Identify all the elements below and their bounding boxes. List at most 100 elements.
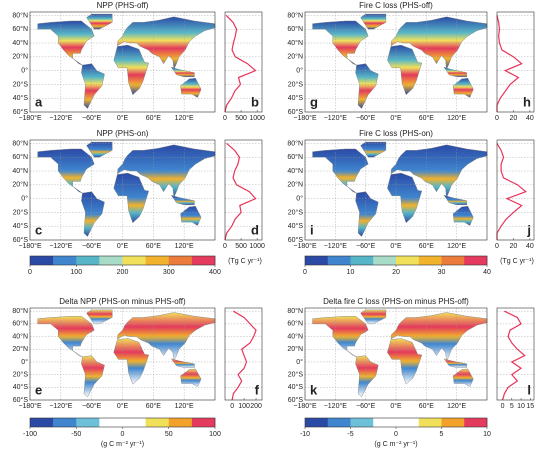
profile-tick-label: 1000 (249, 243, 265, 250)
colorbar-segment (168, 418, 193, 427)
x-tick-label: −120°E (324, 242, 348, 250)
profile-tick-label: 200 (250, 403, 262, 410)
continent (443, 358, 467, 368)
colorbar-segment (76, 256, 100, 265)
colorbar-segment (373, 418, 397, 427)
colorbar-tick-label: 10 (347, 269, 355, 276)
continent (312, 20, 369, 66)
profile-tick-label: 20 (510, 115, 518, 122)
y-tick-label: 80°N (12, 307, 28, 315)
y-tick-label: 60°N (287, 320, 303, 328)
map-frame (29, 11, 216, 113)
y-tick-label: 20°N (287, 53, 303, 61)
y-tick-label: 20°S (288, 370, 304, 378)
y-tick-label: 0° (21, 358, 28, 366)
map-frame (29, 307, 216, 401)
x-tick-label: 120°E (447, 114, 466, 122)
profile-tick-label: 500 (235, 243, 247, 250)
profile-line (501, 310, 526, 401)
x-tick-label: 0°E (117, 114, 129, 122)
colorbar-segment (327, 256, 351, 265)
colorbar-tick-label: 400 (209, 269, 221, 276)
colorbar-segment (99, 256, 123, 265)
x-tick-label: −60°E (356, 114, 376, 122)
continent (37, 148, 95, 194)
colorbar-segment (76, 418, 100, 427)
profile-tick-label: 10 (517, 403, 525, 410)
profile-tick-label: 500 (235, 115, 247, 122)
profile-tick-label: 5 (510, 403, 514, 410)
x-tick-label: −120°E (49, 114, 73, 122)
x-tick-label: −180°E (293, 114, 317, 122)
y-tick-label: 20°S (13, 370, 29, 378)
y-tick-label: 20°S (13, 208, 29, 216)
y-tick-label: 40°N (287, 167, 303, 175)
colorbar-segment (99, 418, 123, 427)
panel-letter: d (251, 222, 259, 237)
colorbar-tick-label: 100 (70, 269, 82, 276)
map-frame (304, 11, 488, 113)
x-tick-label: 120°E (175, 114, 194, 122)
continent (390, 144, 488, 198)
colorbar-segment (373, 256, 397, 265)
map-frame (304, 139, 488, 241)
colorbar-units: (Tg C yr⁻¹) (228, 258, 262, 265)
continent (81, 355, 105, 398)
panel-letter: f (255, 382, 260, 397)
panel-letter: k (310, 382, 318, 397)
y-tick-label: 60°S (288, 236, 304, 244)
profile-tick-label: 0 (223, 115, 227, 122)
y-tick-label: 40°S (13, 94, 29, 102)
profile-frame (496, 139, 535, 241)
profile-line (224, 142, 257, 241)
profile-tick-label: 20 (510, 243, 518, 250)
y-tick-label: 40°N (12, 167, 28, 175)
continent (312, 316, 369, 358)
x-tick-label: 0°E (117, 242, 129, 250)
colorbar-segment (122, 418, 146, 427)
colorbar-units: (g C m⁻² yr⁻¹) (101, 441, 144, 448)
y-tick-label: 40°N (12, 332, 28, 340)
profile-tick-label: 40 (526, 243, 534, 250)
colorbar-segment (441, 418, 465, 427)
colorbar-tick-label: 50 (165, 431, 173, 438)
colorbar-tick-label: 5 (440, 431, 444, 438)
y-tick-label: 20°N (287, 181, 303, 189)
colorbar-tick-label: 40 (483, 269, 491, 276)
y-tick-label: 40°N (287, 332, 303, 340)
continent (360, 13, 387, 30)
continent (180, 368, 202, 387)
profile-tick-label: 100 (238, 403, 250, 410)
y-tick-label: 80°N (12, 11, 28, 19)
x-tick-label: −180°E (18, 242, 42, 250)
x-tick-label: 60°E (146, 402, 162, 410)
profile-tick-label: 1000 (249, 115, 265, 122)
x-tick-label: 60°E (419, 242, 435, 250)
colorbar-tick-label: 300 (163, 269, 175, 276)
y-tick-label: 0° (296, 358, 303, 366)
colorbar-segment (168, 256, 193, 265)
y-tick-label: 60°N (12, 25, 28, 33)
profile-tick-label: 0 (501, 403, 505, 410)
x-tick-label: −120°E (324, 114, 348, 122)
continent (452, 368, 474, 387)
colorbar-tick-label: -50 (71, 431, 81, 438)
colorbar-tick-label: -5 (347, 431, 353, 438)
map-frame (304, 307, 488, 401)
x-tick-label: 60°E (419, 114, 435, 122)
colorbar-segment (191, 256, 216, 265)
y-tick-label: 60°N (287, 153, 303, 161)
continent (37, 316, 95, 358)
colorbar-tick-label: 0 (28, 269, 32, 276)
colorbar-tick-label: -100 (23, 431, 37, 438)
colorbar-tick-label: 0 (303, 269, 307, 276)
panel-letter: a (35, 94, 43, 109)
colorbar-segment (441, 256, 465, 265)
continent (443, 66, 467, 78)
y-tick-label: 60°N (12, 153, 28, 161)
x-tick-label: −180°E (18, 402, 42, 410)
x-tick-label: 0°E (390, 402, 402, 410)
y-tick-label: 60°S (288, 396, 304, 404)
colorbar-tick-label: 0 (121, 431, 125, 438)
continent (355, 355, 379, 398)
